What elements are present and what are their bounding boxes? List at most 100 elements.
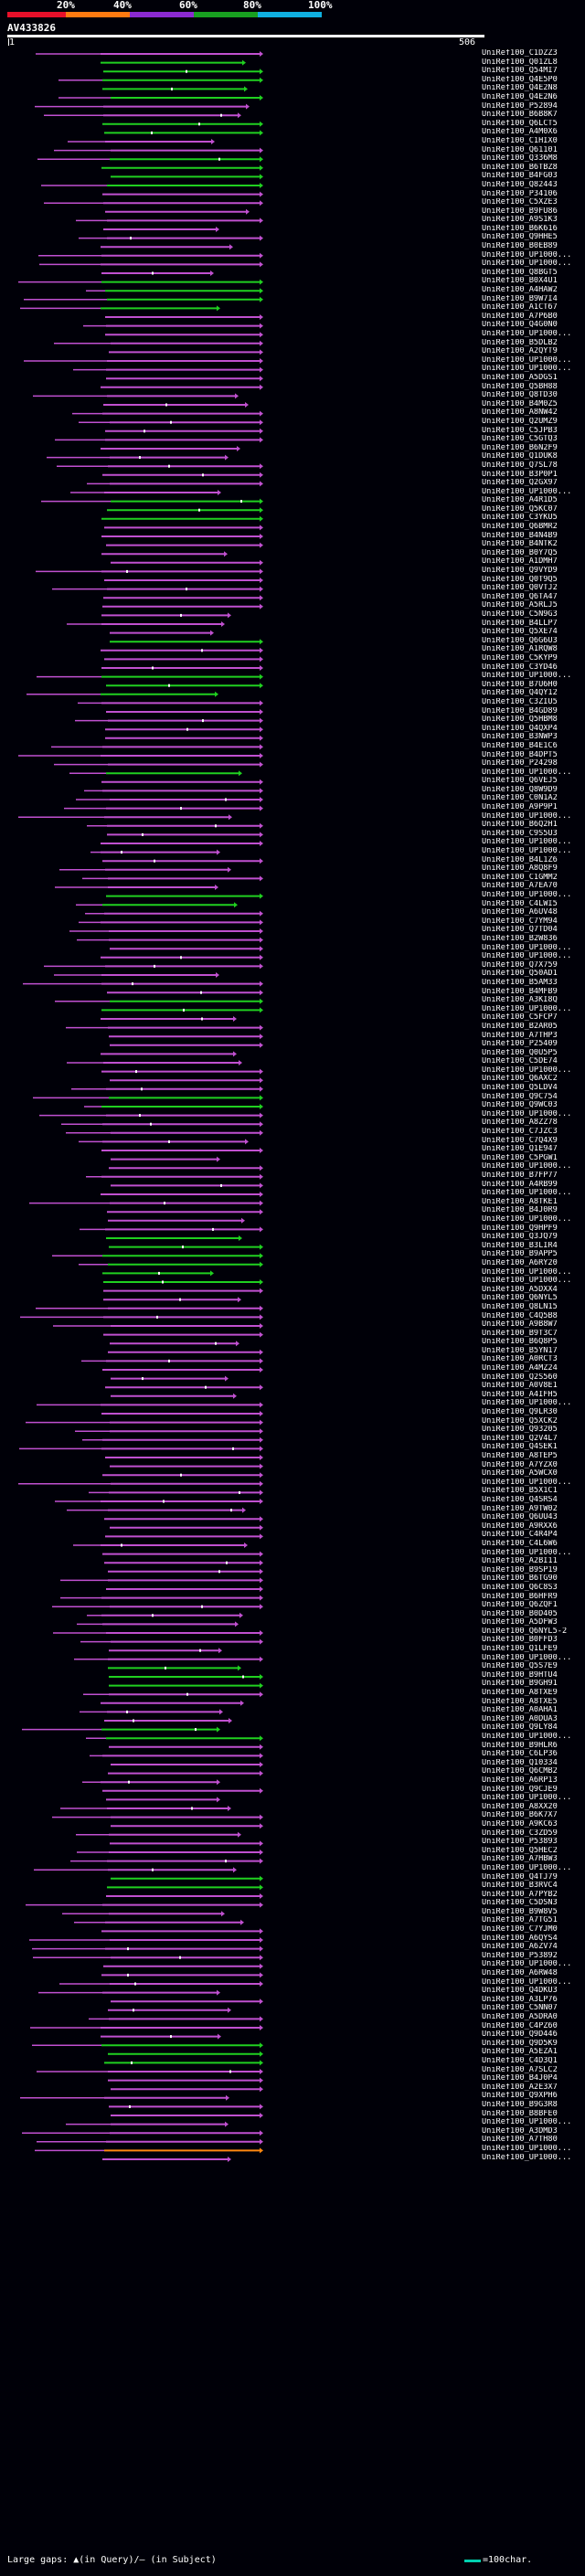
- hit-id-link[interactable]: UniRef100_Q9D446: [482, 2030, 558, 2040]
- hit-id-link[interactable]: UniRef100_A7HBW3: [482, 1855, 558, 1864]
- hit-id-link[interactable]: UniRef100_Q10334: [482, 1758, 558, 1767]
- hit-id-link[interactable]: UniRef100_A6RP13: [482, 1776, 558, 1785]
- hit-id-link[interactable]: UniRef100_A9B8W7: [482, 1320, 558, 1330]
- hit-id-link[interactable]: UniRef100_Q93205: [482, 1426, 558, 1435]
- hit-id-link[interactable]: UniRef100_C0N1A2: [482, 794, 558, 803]
- hit-id-link[interactable]: UniRef100_Q8BGT5: [482, 268, 558, 277]
- hit-id-link[interactable]: UniRef100_Q54MI7: [482, 67, 558, 76]
- hit-id-link[interactable]: UniRef100_Q4E2N6: [482, 92, 558, 101]
- hit-id-link[interactable]: UniRef100_C4D3Q1: [482, 2056, 558, 2065]
- hit-id-link[interactable]: UniRef100_C5DE74: [482, 1057, 558, 1066]
- hit-id-link[interactable]: UniRef100_UP1000...: [482, 1162, 572, 1171]
- hit-id-link[interactable]: UniRef100_UP1000...: [482, 1548, 572, 1557]
- hit-id-link[interactable]: UniRef100_Q2UMZ9: [482, 417, 558, 426]
- hit-id-link[interactable]: UniRef100_A4IFH5: [482, 1390, 558, 1399]
- hit-id-link[interactable]: UniRef100_Q5HEC2: [482, 1846, 558, 1855]
- hit-id-link[interactable]: UniRef100_A2E3X7: [482, 2083, 558, 2092]
- hit-id-link[interactable]: UniRef100_Q6VEJ5: [482, 777, 558, 786]
- hit-id-link[interactable]: UniRef100_UP1000...: [482, 1065, 572, 1075]
- hit-id-link[interactable]: UniRef100_UP1000...: [482, 1794, 572, 1803]
- hit-id-link[interactable]: UniRef100_UP1000...: [482, 838, 572, 847]
- hit-id-link[interactable]: UniRef100_A9P9P1: [482, 803, 558, 812]
- hit-id-link[interactable]: UniRef100_A7TG51: [482, 1916, 558, 1925]
- hit-id-link[interactable]: UniRef100_A7THP3: [482, 1031, 558, 1040]
- hit-id-link[interactable]: UniRef100_B7FP77: [482, 1171, 558, 1180]
- hit-id-link[interactable]: UniRef100_A8ZZ78: [482, 1118, 558, 1128]
- hit-id-link[interactable]: UniRef100_Q7X759: [482, 960, 558, 970]
- hit-id-link[interactable]: UniRef100_P25409: [482, 1040, 558, 1049]
- hit-id-link[interactable]: UniRef100_C5JPB3: [482, 426, 558, 435]
- hit-id-link[interactable]: UniRef100_C6LP36: [482, 1750, 558, 1759]
- hit-id-link[interactable]: UniRef100_UP1000...: [482, 1399, 572, 1408]
- hit-id-link[interactable]: UniRef100_B9T3C7: [482, 1329, 558, 1338]
- hit-id-link[interactable]: UniRef100_Q82443: [482, 180, 558, 189]
- hit-id-link[interactable]: UniRef100_C3YD46: [482, 663, 558, 672]
- hit-id-link[interactable]: UniRef100_B4LLP7: [482, 619, 558, 628]
- hit-id-link[interactable]: UniRef100_UP1000...: [482, 1960, 572, 1969]
- hit-id-link[interactable]: UniRef100_B9W7I4: [482, 294, 558, 303]
- hit-id-link[interactable]: UniRef100_Q5HBM8: [482, 716, 558, 725]
- hit-id-link[interactable]: UniRef100_UP1000...: [482, 952, 572, 961]
- hit-id-link[interactable]: UniRef100_B9G3R8: [482, 2100, 558, 2109]
- hit-id-link[interactable]: UniRef100_Q6ZQF1: [482, 1601, 558, 1610]
- hit-id-link[interactable]: UniRef100_C5FCP7: [482, 1013, 558, 1023]
- hit-id-link[interactable]: UniRef100_A5EZA1: [482, 2048, 558, 2057]
- hit-id-link[interactable]: UniRef100_Q9WC03: [482, 1101, 558, 1110]
- hit-id-link[interactable]: UniRef100_UP1000...: [482, 1977, 572, 1987]
- hit-id-link[interactable]: UniRef100_P34106: [482, 189, 558, 198]
- hit-id-link[interactable]: UniRef100_Q7TD04: [482, 926, 558, 935]
- hit-id-link[interactable]: UniRef100_A8XX20: [482, 1802, 558, 1811]
- hit-id-link[interactable]: UniRef100_Q01ZL8: [482, 58, 558, 67]
- hit-id-link[interactable]: UniRef100_Q9HPF9: [482, 1224, 558, 1233]
- hit-id-link[interactable]: UniRef100_A8TXE9: [482, 1689, 558, 1698]
- hit-id-link[interactable]: UniRef100_Q336M8: [482, 154, 558, 164]
- hit-id-link[interactable]: UniRef100_A5DXX4: [482, 1285, 558, 1294]
- hit-id-link[interactable]: UniRef100_A6RW48: [482, 1969, 558, 1978]
- hit-id-link[interactable]: UniRef100_B4E1C6: [482, 741, 558, 750]
- hit-id-link[interactable]: UniRef100_UP1000...: [482, 250, 572, 260]
- hit-id-link[interactable]: UniRef100_B6Q2H1: [482, 821, 558, 830]
- hit-id-link[interactable]: UniRef100_A5DRA0: [482, 2013, 558, 2021]
- hit-id-link[interactable]: UniRef100_Q5LDV4: [482, 1084, 558, 1093]
- hit-id-link[interactable]: UniRef100_A9RXX6: [482, 1521, 558, 1531]
- hit-id-link[interactable]: UniRef100_Q4SEK1: [482, 1443, 558, 1452]
- hit-id-link[interactable]: UniRef100_UP1000...: [482, 847, 572, 856]
- hit-id-link[interactable]: UniRef100_B4J0P4: [482, 2074, 558, 2083]
- hit-id-link[interactable]: UniRef100_B4M0Z5: [482, 399, 558, 408]
- hit-id-link[interactable]: UniRef100_B0D405: [482, 1609, 558, 1618]
- hit-id-link[interactable]: UniRef100_B8BFE0: [482, 2109, 558, 2118]
- hit-id-link[interactable]: UniRef100_Q9D5K9: [482, 2039, 558, 2048]
- hit-id-link[interactable]: UniRef100_Q9CJE9: [482, 1785, 558, 1794]
- hit-id-link[interactable]: UniRef100_Q6UU43: [482, 1513, 558, 1522]
- hit-id-link[interactable]: UniRef100_Q1LFE9: [482, 1645, 558, 1654]
- hit-id-link[interactable]: UniRef100_B4L1Z6: [482, 855, 558, 864]
- hit-id-link[interactable]: UniRef100_A7TH80: [482, 2136, 558, 2145]
- hit-id-link[interactable]: UniRef100_Q5XE74: [482, 628, 558, 637]
- hit-id-link[interactable]: UniRef100_Q6CMB2: [482, 1767, 558, 1776]
- hit-id-link[interactable]: UniRef100_C4L6W6: [482, 1539, 558, 1548]
- hit-id-link[interactable]: UniRef100_UP1000...: [482, 260, 572, 269]
- hit-id-link[interactable]: UniRef100_A6QYS4: [482, 1934, 558, 1943]
- hit-id-link[interactable]: UniRef100_A2BI11: [482, 1557, 558, 1566]
- hit-id-link[interactable]: UniRef100_Q5KC07: [482, 504, 558, 514]
- hit-id-link[interactable]: UniRef100_A7YZX0: [482, 1460, 558, 1469]
- hit-id-link[interactable]: UniRef100_C1GMM2: [482, 873, 558, 882]
- hit-id-link[interactable]: UniRef100_B6K7X7: [482, 1811, 558, 1820]
- hit-id-link[interactable]: UniRef100_Q8LN15: [482, 1302, 558, 1311]
- hit-id-link[interactable]: UniRef100_A8Q8F9: [482, 864, 558, 874]
- hit-id-link[interactable]: UniRef100_B2W836: [482, 934, 558, 943]
- hit-id-link[interactable]: UniRef100_Q4E2N8: [482, 84, 558, 93]
- hit-id-link[interactable]: UniRef100_A1RQW8: [482, 645, 558, 654]
- hit-id-link[interactable]: UniRef100_A6RY20: [482, 1258, 558, 1267]
- hit-id-link[interactable]: UniRef100_C3ZD59: [482, 1829, 558, 1838]
- hit-id-link[interactable]: UniRef100_UP1000...: [482, 2144, 572, 2153]
- hit-id-link[interactable]: UniRef100_Q9XPH6: [482, 2092, 558, 2101]
- hit-id-link[interactable]: UniRef100_Q8W9D9: [482, 785, 558, 794]
- hit-id-link[interactable]: UniRef100_B0Y7Q5: [482, 548, 558, 557]
- hit-id-link[interactable]: UniRef100_A4M0X6: [482, 128, 558, 137]
- hit-id-link[interactable]: UniRef100_C7JZC3: [482, 1128, 558, 1137]
- hit-id-link[interactable]: UniRef100_UP1000...: [482, 891, 572, 899]
- hit-id-link[interactable]: UniRef100_B6K616: [482, 224, 558, 233]
- hit-id-link[interactable]: UniRef100_C3YKU5: [482, 514, 558, 523]
- hit-id-link[interactable]: UniRef100_C1HIX0: [482, 136, 558, 145]
